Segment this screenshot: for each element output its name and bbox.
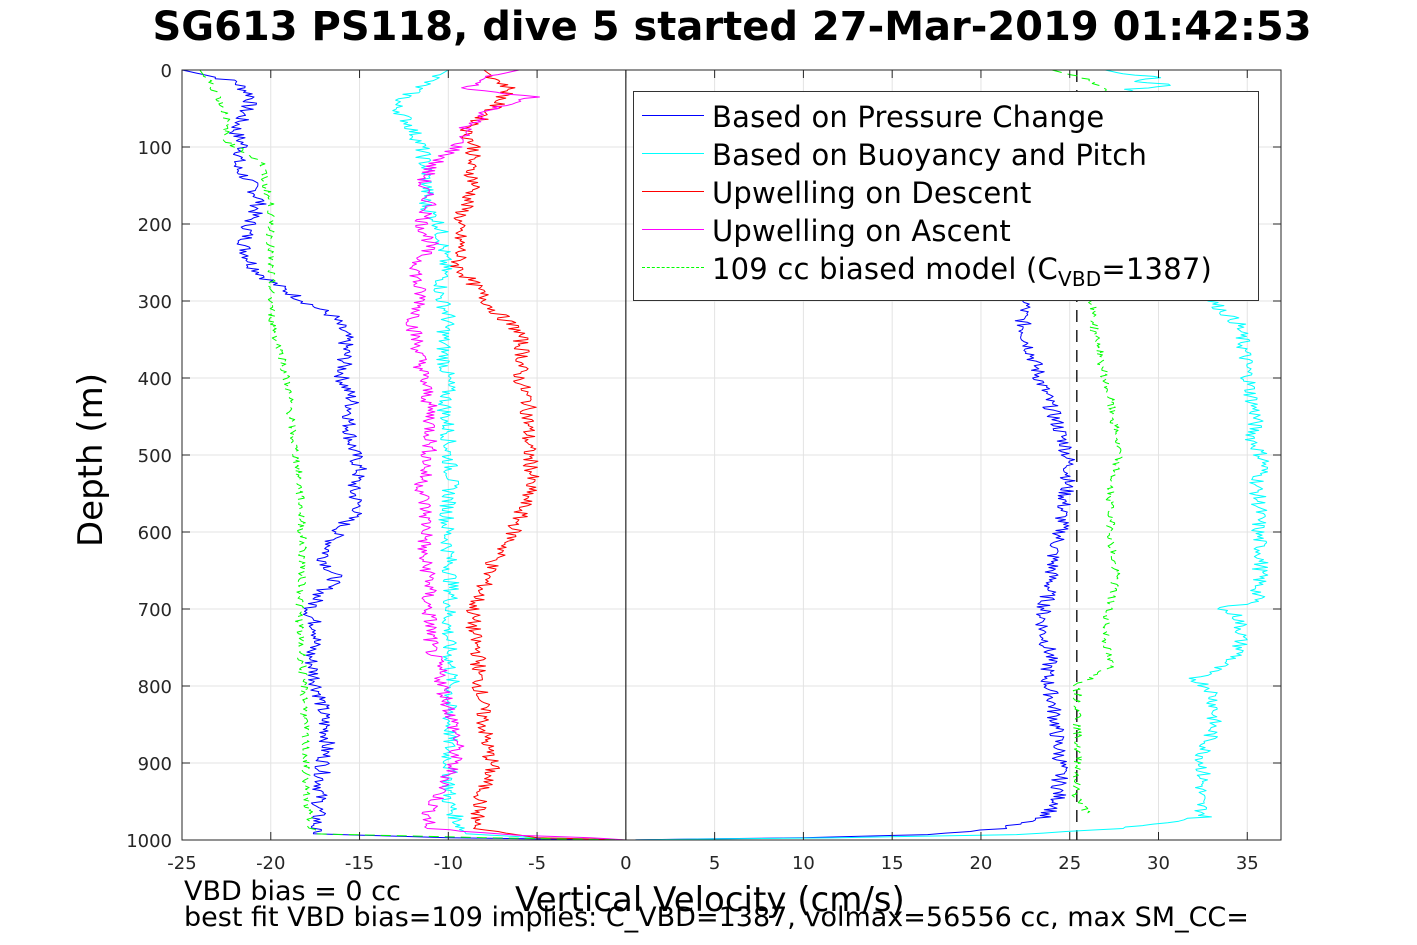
legend-swatch-descent xyxy=(642,191,704,192)
y-axis-label: Depth (m) xyxy=(71,372,111,548)
x-tick-label: -15 xyxy=(345,853,374,874)
x-tick-label: 35 xyxy=(1236,853,1259,874)
y-tick-label: 900 xyxy=(138,754,172,775)
legend-model-sub: VBD xyxy=(1057,266,1102,291)
legend-label-ascent: Upwelling on Ascent xyxy=(712,214,1011,248)
x-tick-label: 15 xyxy=(881,853,904,874)
y-tick-label: 300 xyxy=(138,292,172,313)
x-tick-label: 10 xyxy=(792,853,815,874)
legend-item-pressure: Based on Pressure Change xyxy=(634,96,1258,134)
vbd-bias-note: VBD bias = 0 cc xyxy=(184,876,401,907)
series-line xyxy=(625,300,1076,841)
data-series xyxy=(181,69,1270,841)
y-tick-label: 200 xyxy=(138,215,172,236)
x-tick-label: -5 xyxy=(528,853,546,874)
series-upwelling-on-descent xyxy=(450,69,626,841)
legend-item-buoyancy: Based on Buoyancy and Pitch xyxy=(634,134,1258,172)
y-tick-label: 500 xyxy=(138,446,172,467)
x-axis-label: Vertical Velocity (cm/s) xyxy=(515,880,905,920)
y-tick-label: 700 xyxy=(138,600,172,621)
legend-label-pressure: Based on Pressure Change xyxy=(712,100,1105,134)
legend-swatch-buoyancy xyxy=(642,153,704,154)
x-tick-label: 20 xyxy=(969,853,992,874)
legend-swatch-pressure xyxy=(642,115,704,116)
legend-model-prefix: 109 cc biased model (C xyxy=(712,252,1058,286)
legend-item-ascent: Upwelling on Ascent xyxy=(634,210,1258,248)
y-tick-label: 800 xyxy=(138,677,172,698)
series-based-on-buoyancy-and-pitch xyxy=(392,69,1270,841)
y-tick-label: 400 xyxy=(138,369,172,390)
legend-label-descent: Upwelling on Descent xyxy=(712,176,1032,210)
series-line xyxy=(392,69,626,841)
x-tick-label: -20 xyxy=(256,853,285,874)
x-tick-label: 30 xyxy=(1147,853,1170,874)
series-line xyxy=(1105,69,1171,94)
series-line xyxy=(625,300,1270,841)
x-axis-ticks: -25 -20 -15 -10 -5 0 5 10 15 20 25 30 35 xyxy=(167,70,1259,874)
y-tick-label: 100 xyxy=(138,138,172,159)
x-tick-label: -25 xyxy=(167,853,196,874)
series-line xyxy=(181,69,609,841)
y-tick-label: 1000 xyxy=(126,831,172,852)
legend-item-model: 109 cc biased model (CVBD=1387) xyxy=(634,248,1258,291)
series-line xyxy=(199,69,626,841)
y-axis-ticks: 0 100 200 300 400 500 600 700 800 900 1000 xyxy=(126,61,1281,852)
legend-swatch-model xyxy=(642,267,704,268)
legend: Based on Pressure Change Based on Buoyan… xyxy=(633,91,1259,301)
legend-label-buoyancy: Based on Buoyancy and Pitch xyxy=(712,138,1148,172)
chart-title: SG613 PS118, dive 5 started 27-Mar-2019 … xyxy=(152,4,1312,50)
legend-label-model: 109 cc biased model (CVBD=1387) xyxy=(712,252,1212,291)
legend-model-suffix: =1387) xyxy=(1101,252,1213,286)
y-tick-label: 0 xyxy=(161,61,172,82)
x-tick-label: 0 xyxy=(620,853,631,874)
y-tick-label: 600 xyxy=(138,523,172,544)
x-tick-label: -10 xyxy=(434,853,463,874)
x-tick-label: 25 xyxy=(1058,853,1081,874)
series-based-on-pressure-change xyxy=(181,69,1076,841)
series-line xyxy=(450,69,626,841)
series-upwelling-on-ascent xyxy=(405,69,626,841)
best-fit-note: best fit VBD bias=109 implies: C_VBD=138… xyxy=(184,902,1249,933)
legend-swatch-ascent xyxy=(642,229,704,230)
x-tick-label: 5 xyxy=(709,853,720,874)
series-line xyxy=(405,69,626,841)
legend-item-descent: Upwelling on Descent xyxy=(634,172,1258,210)
